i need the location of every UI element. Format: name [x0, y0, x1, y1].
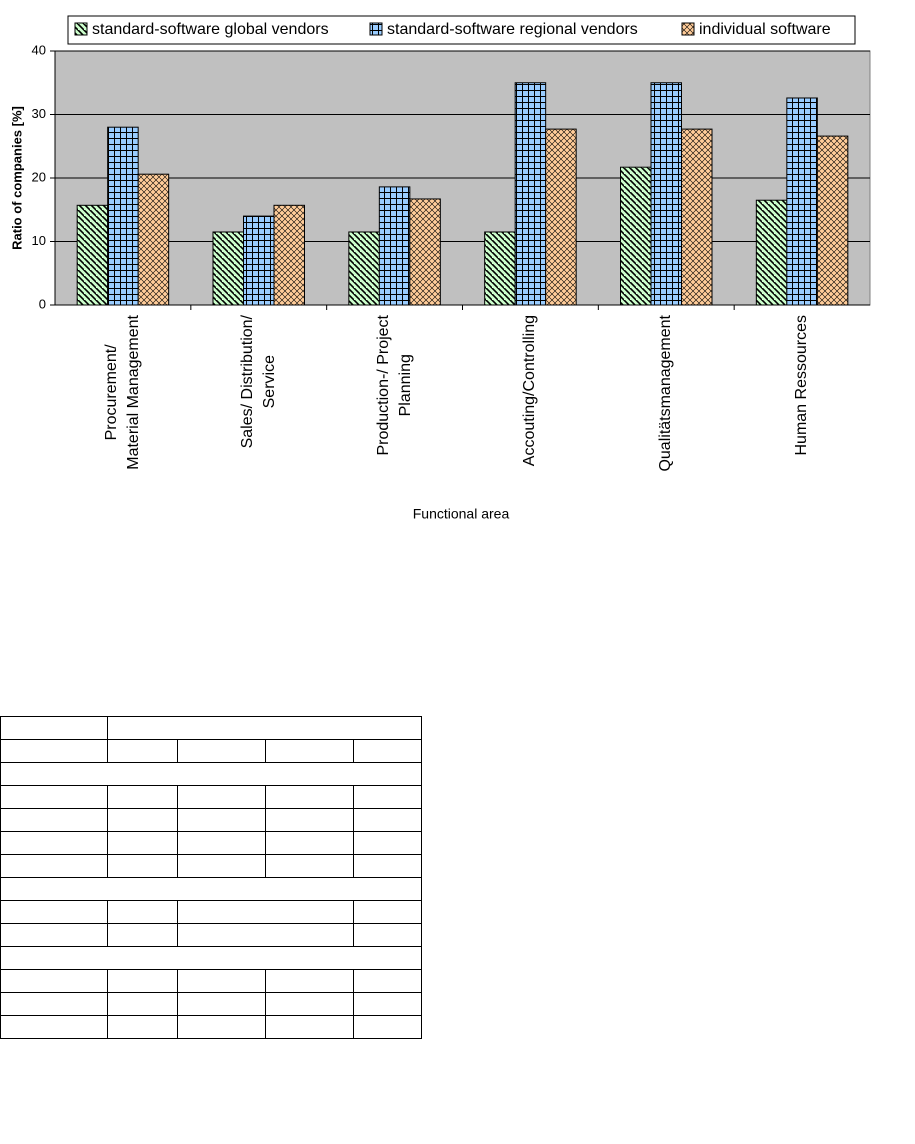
bar: [681, 128, 713, 306]
x-axis-title: Functional area: [413, 506, 510, 522]
legend-swatch: [74, 22, 88, 36]
chart: Ratio of companies [%] Functional area 0…: [9, 15, 871, 522]
legend-label: individual software: [699, 21, 831, 38]
y-tick-label: 0: [39, 296, 46, 311]
bar: [107, 126, 139, 306]
bar: [409, 198, 441, 306]
x-tick-label: Human Ressources: [793, 315, 811, 456]
bar: [545, 128, 577, 306]
y-tick-label: 30: [32, 106, 46, 121]
bar: [273, 204, 305, 306]
y-tick-label: 10: [32, 233, 46, 248]
bar: [137, 173, 170, 306]
y-tick-label: 20: [32, 169, 46, 184]
bar: [816, 135, 849, 306]
bar: [243, 215, 275, 306]
x-tick-label: Production-/ Project Planning: [374, 315, 414, 456]
bar: [76, 204, 109, 306]
x-tick-label: Sales/ Distribution/ Service: [238, 315, 278, 449]
bar: [212, 231, 244, 306]
legend-box: [67, 15, 856, 45]
bar: [484, 231, 516, 306]
bar: [650, 82, 682, 306]
x-tick-label: Qualitätsmanagement: [657, 315, 675, 472]
x-tick-label: Procurement/ Material Management: [102, 315, 142, 470]
bar: [786, 97, 818, 306]
legend-swatch: [681, 22, 695, 36]
legend-label: standard-software regional vendors: [387, 21, 638, 38]
bar: [514, 82, 547, 306]
y-axis-title: Ratio of companies [%]: [9, 106, 24, 250]
bar: [755, 199, 788, 306]
y-tick-label: 40: [32, 42, 46, 57]
bar: [620, 166, 652, 306]
bar: [378, 186, 411, 306]
legend-swatch: [369, 22, 383, 36]
x-tick-label: Accouting/Controlling: [521, 315, 539, 467]
legend-label: standard-software global vendors: [92, 21, 329, 38]
empty-table: [0, 716, 422, 1039]
bar: [348, 231, 380, 306]
